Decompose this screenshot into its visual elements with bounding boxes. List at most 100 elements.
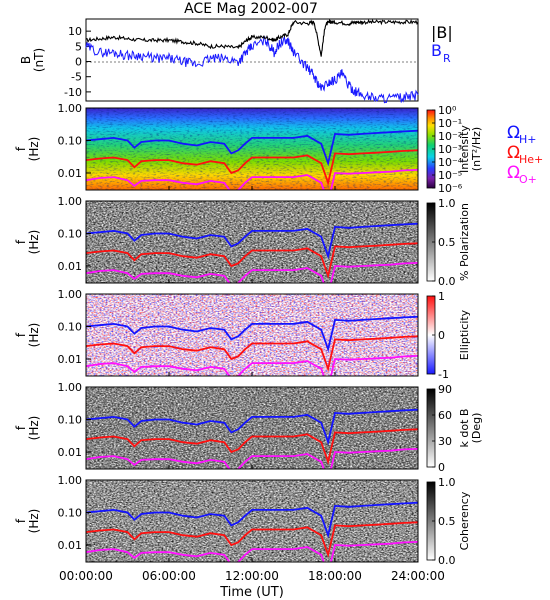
colorbar-tick-label: 0.0 <box>438 554 456 567</box>
legend-omega-h-subscript: H+ <box>519 133 537 146</box>
b-field-y-tick-label: 5 <box>75 40 82 53</box>
b-field-y-tick-label: -5 <box>71 71 82 84</box>
frequency-y-tick-label: 1.00 <box>58 102 83 115</box>
colorbar-tick-label: 10⁻⁵ <box>438 169 462 182</box>
ion-frequency-line <box>86 355 418 376</box>
legend-b-r-subscript: R <box>443 52 451 65</box>
spectrogram-image <box>86 201 418 283</box>
colorbar-label: Coherency <box>458 491 471 550</box>
colorbar-tick-label: 1 <box>438 290 445 303</box>
colorbar-tick-label: -1 <box>438 368 449 381</box>
spectrogram-image <box>86 387 418 469</box>
frequency-y-tick-label: 0.10 <box>58 414 83 427</box>
x-axis-label: Time (UT) <box>219 585 284 600</box>
x-axis-tick-label: 24:00:00 <box>391 569 445 583</box>
b-field-panel: 10 5 0 -5 -10 B (nT) |B| B R <box>19 18 453 104</box>
legend-omega-h: Ω <box>507 123 520 143</box>
b-field-ylabel: B <box>19 56 33 64</box>
spectrogram-panel: 1.00 0.10 0.01 f (Hz) 1 0 -1 Ellipticity <box>14 288 471 381</box>
x-axis-tick-label: 18:00:00 <box>308 569 362 583</box>
frequency-ylabel: f <box>14 332 28 337</box>
colorbar-tick-label: 0.0 <box>438 275 456 288</box>
frequency-ylabel: f <box>14 425 28 430</box>
b-field-y-ticks: 10 5 0 -5 -10 <box>64 25 91 99</box>
legend-omega-he-subscript: He+ <box>519 153 543 166</box>
x-axis-tick-label: 12:00:00 <box>225 569 279 583</box>
ion-frequency-line <box>86 501 418 539</box>
b-field-ylabel-units: (nT) <box>32 48 46 72</box>
ion-frequency-line <box>86 262 418 283</box>
b-total-series-line <box>85 18 419 57</box>
ion-frequency-line <box>86 149 418 187</box>
spectrogram-panel: 1.00 0.10 0.01 f (Hz) 1.0 0.5 0.0% Polarization <box>14 195 471 288</box>
chart-title: ACE Mag 2002-007 <box>184 1 318 17</box>
colorbar-label-units: (Deg) <box>470 413 483 444</box>
ion-frequency-line <box>86 408 418 446</box>
frequency-ylabel: f <box>14 146 28 151</box>
frequency-ylabel-units: (Hz) <box>27 137 41 162</box>
spectrogram-panel: 1.00 0.10 0.01 f (Hz) 10⁰10⁻¹10⁻²10⁻³10⁻⁴10⁻⁵… <box>14 102 483 195</box>
spectrogram-panels: 1.000.100.01f (Hz)10⁰10⁻¹10⁻²10⁻³10⁻⁴10⁻⁵… <box>14 102 483 567</box>
spectrogram-image <box>86 294 418 376</box>
ion-frequency-legend: Ω H+ Ω He+ Ω O+ <box>507 123 543 186</box>
frequency-y-tick-label: 1.00 <box>58 381 83 394</box>
frequency-y-tick-label: 0.01 <box>58 353 83 366</box>
b-field-y-tick-label: 0 <box>75 56 82 69</box>
colorbar-tick-label: 0.5 <box>438 515 456 528</box>
colorbar-tick-label: 0 <box>438 329 445 342</box>
colorbar-tick-label: 60 <box>438 409 452 422</box>
ion-frequency-line <box>86 541 418 562</box>
colorbar-tick-label: 10⁻² <box>438 130 462 143</box>
x-axis-tick-labels: 00:00:00 06:00:00 12:00:00 18:00:00 24:00:00 <box>59 569 445 583</box>
colorbar <box>426 388 436 468</box>
ion-frequency-line <box>86 129 418 167</box>
spectrogram-panel: 1.00 0.10 0.01 f (Hz) 90 60 30 0 k dot B (Deg) <box>14 381 483 474</box>
colorbar-label: k dot B <box>458 409 471 448</box>
colorbar-tick-label: 10⁰ <box>438 104 457 117</box>
frequency-y-tick-label: 1.00 <box>58 474 83 487</box>
frequency-ylabel-units: (Hz) <box>27 323 41 348</box>
ion-frequency-line <box>86 315 418 353</box>
frequency-ylabel-units: (Hz) <box>27 509 41 534</box>
ion-frequency-line <box>86 428 418 466</box>
colorbar-tick-label: 10⁻¹ <box>438 117 462 130</box>
colorbar-label: Ellipticity <box>458 309 471 360</box>
frequency-ylabel: f <box>14 239 28 244</box>
colorbar-tick-label: 10⁻⁶ <box>438 182 463 195</box>
colorbar-label: % Polarization <box>458 203 471 281</box>
frequency-y-tick-label: 0.10 <box>58 321 83 334</box>
colorbar-tick-label: 90 <box>438 383 452 396</box>
colorbar-tick-label: 0 <box>438 461 445 474</box>
frequency-ylabel-units: (Hz) <box>27 230 41 255</box>
colorbar-label: Intensity <box>458 125 471 173</box>
legend-omega-he: Ω <box>507 143 520 163</box>
ion-frequency-line <box>86 169 418 190</box>
frequency-ylabel-units: (Hz) <box>27 416 41 441</box>
legend-b-r: B <box>431 41 442 60</box>
ion-frequency-line <box>86 335 418 373</box>
frequency-y-tick-label: 0.01 <box>58 446 83 459</box>
frequency-y-tick-label: 0.01 <box>58 260 83 273</box>
colorbar-tick-label: 0.5 <box>438 236 456 249</box>
b-r-series-line <box>85 35 419 104</box>
frequency-y-tick-label: 0.01 <box>58 167 83 180</box>
ion-frequency-line <box>86 222 418 260</box>
frequency-ylabel: f <box>14 518 28 523</box>
frequency-y-tick-label: 0.10 <box>58 228 83 241</box>
colorbar-tick-label: 30 <box>438 435 452 448</box>
x-axis-tick-label: 00:00:00 <box>59 569 113 583</box>
legend-omega-o: Ω <box>507 163 520 183</box>
legend-b-total: |B| <box>431 23 453 42</box>
b-field-y-tick-label: 10 <box>68 25 82 38</box>
ion-frequency-line <box>86 521 418 559</box>
spectrogram-image <box>86 108 418 190</box>
colorbar-tick-label: 1.0 <box>438 476 456 489</box>
colorbar-tick-label: 10⁻⁴ <box>438 156 463 169</box>
spectrogram-image <box>86 480 418 562</box>
x-axis-tick-label: 06:00:00 <box>142 569 196 583</box>
ion-frequency-line <box>86 448 418 469</box>
frequency-y-tick-label: 0.10 <box>58 507 83 520</box>
colorbar-tick-label: 10⁻³ <box>438 143 462 156</box>
